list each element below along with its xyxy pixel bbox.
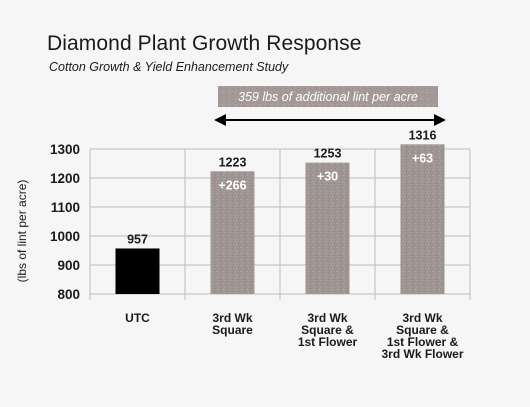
x-tick-label: 3rd Wk (307, 311, 347, 325)
bar-2 (305, 162, 350, 294)
bar-3 (400, 144, 445, 294)
y-tick-label: 1200 (50, 171, 80, 186)
x-tick-label: 1st Flower & (387, 335, 459, 349)
y-tick-label: 900 (57, 258, 80, 273)
annotation-banner (218, 86, 438, 107)
bar-increment-label: +266 (218, 178, 246, 192)
x-tick-label: Square (212, 323, 253, 337)
bar-increment-label: +30 (317, 170, 338, 184)
bar-value-label: 1223 (219, 155, 247, 169)
y-tick-label: 1100 (51, 200, 80, 215)
chart-title: Diamond Plant Growth Response (47, 32, 362, 55)
bar-value-label: 957 (127, 232, 148, 246)
x-tick-label: UTC (125, 311, 150, 325)
x-tick-label: Square & (301, 323, 354, 337)
chart-subtitle: Cotton Growth & Yield Enhancement Study (49, 60, 289, 74)
y-tick-label: 800 (57, 287, 80, 302)
annotation-text: 359 lbs of additional lint per acre (238, 90, 418, 104)
y-tick-label: 1000 (50, 229, 80, 244)
x-tick-label: Square & (396, 323, 449, 337)
bar-0 (115, 248, 160, 294)
y-tick-label: 1300 (50, 142, 80, 157)
x-tick-label: 1st Flower (298, 335, 358, 349)
bar-increment-label: +63 (412, 151, 433, 165)
arrow-head-left (214, 114, 226, 126)
x-tick-label: 3rd Wk Flower (381, 347, 463, 361)
x-tick-label: 3rd Wk (212, 311, 252, 325)
bar-1 (210, 171, 255, 294)
bar-value-label: 1253 (314, 147, 342, 161)
arrow-head-right (434, 114, 446, 126)
y-axis-label: (lbs of lint per acre) (15, 180, 29, 283)
x-tick-label: 3rd Wk (402, 311, 442, 325)
bar-value-label: 1316 (409, 128, 437, 142)
